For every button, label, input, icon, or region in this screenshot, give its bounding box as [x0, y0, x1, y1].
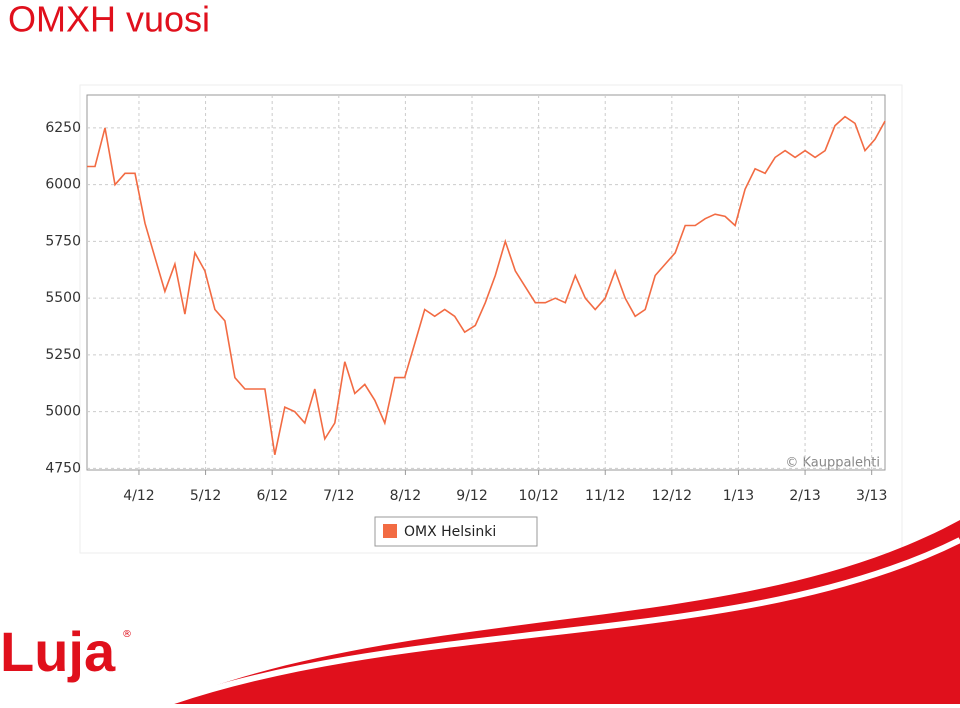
y-tick-label: 6000 — [45, 177, 81, 193]
legend-label: OMX Helsinki — [404, 524, 496, 540]
x-tick-label: 4/12 — [123, 488, 154, 504]
slide-title: OMXH vuosi — [8, 0, 210, 40]
legend: OMX Helsinki — [374, 516, 538, 547]
x-tick-label: 1/13 — [723, 488, 754, 504]
x-tick-label: 2/13 — [789, 488, 820, 504]
x-tick-label: 12/12 — [652, 488, 692, 504]
x-tick-label: 5/12 — [190, 488, 221, 504]
y-tick-label: 6250 — [45, 120, 81, 136]
y-tick-label: 5250 — [45, 347, 81, 363]
legend-swatch — [383, 524, 397, 538]
data-line — [87, 115, 886, 455]
y-tick-label: 5000 — [45, 404, 81, 420]
swoosh-line — [164, 537, 960, 707]
x-tick-label: 9/12 — [456, 488, 487, 504]
x-tick-label: 8/12 — [390, 488, 421, 504]
y-tick-label: 5500 — [45, 290, 81, 306]
x-tick-label: 6/12 — [256, 488, 287, 504]
plot-area — [86, 94, 886, 471]
x-tick-label: 3/13 — [856, 488, 887, 504]
x-tick-label: 10/12 — [518, 488, 558, 504]
y-tick-label: 5750 — [45, 233, 81, 249]
y-tick-label: 4750 — [45, 460, 81, 476]
x-tick-label: 7/12 — [323, 488, 354, 504]
x-tick-label: 11/12 — [585, 488, 625, 504]
logo: Luja — [0, 620, 116, 683]
logo-mark: ® — [122, 629, 132, 640]
legend-box — [374, 516, 538, 547]
credit: © Kauppalehti — [785, 456, 880, 471]
